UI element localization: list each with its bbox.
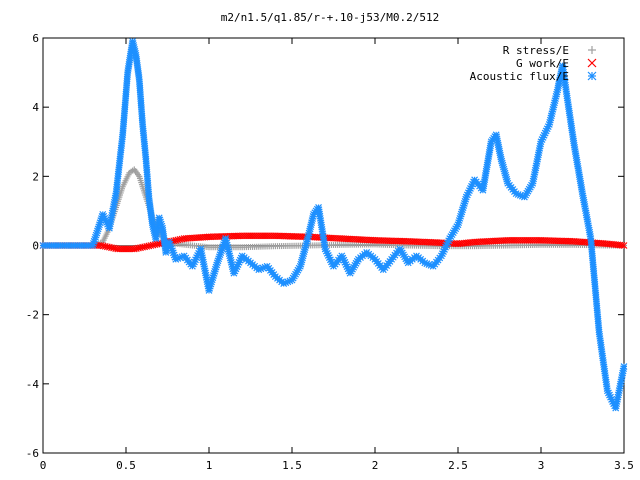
marker-stroke	[153, 240, 161, 248]
marker-stroke	[172, 236, 180, 244]
x-tick-label: 1	[206, 459, 213, 472]
x-tick-label: 3	[538, 459, 545, 472]
marker-stroke	[130, 245, 138, 253]
y-tick-label: 6	[32, 32, 39, 45]
y-tick-label: 0	[32, 240, 39, 253]
marker-stroke	[151, 241, 159, 249]
x-tick-label: 1.5	[282, 459, 302, 472]
x-tick-label: 2	[372, 459, 379, 472]
marker-stroke	[137, 244, 144, 252]
y-tick-label: -6	[26, 447, 39, 460]
marker-stroke	[618, 241, 626, 249]
y-tick-label: 4	[32, 101, 39, 114]
marker-stroke	[139, 243, 147, 251]
chart-title: m2/n1.5/q1.85/r-+.10-j53/M0.2/512	[221, 11, 440, 24]
y-tick-label: -2	[26, 309, 39, 322]
series-2	[39, 38, 628, 412]
marker-stroke	[174, 236, 182, 244]
data-point	[620, 242, 628, 249]
marker-stroke	[135, 244, 142, 252]
marker-stroke	[143, 242, 151, 250]
y-tick-label: 2	[32, 170, 39, 183]
marker-stroke	[155, 240, 163, 248]
marker-stroke	[149, 241, 157, 249]
series-layer	[39, 38, 628, 412]
marker-stroke	[147, 242, 155, 249]
x-axis-ticks: 0 0.5 1 1.5 2 2.5 3 3.5	[40, 38, 634, 472]
marker-stroke	[141, 243, 149, 251]
marker-stroke	[620, 242, 628, 249]
x-tick-label: 3.5	[614, 459, 634, 472]
marker-stroke	[132, 245, 140, 252]
x-tick-label: 0	[40, 459, 47, 472]
x-tick-label: 0.5	[116, 459, 136, 472]
y-tick-label: -4	[26, 378, 40, 391]
marker-stroke	[176, 236, 184, 243]
data-point	[618, 241, 626, 249]
x-tick-label: 2.5	[448, 459, 468, 472]
marker-stroke	[145, 242, 153, 250]
